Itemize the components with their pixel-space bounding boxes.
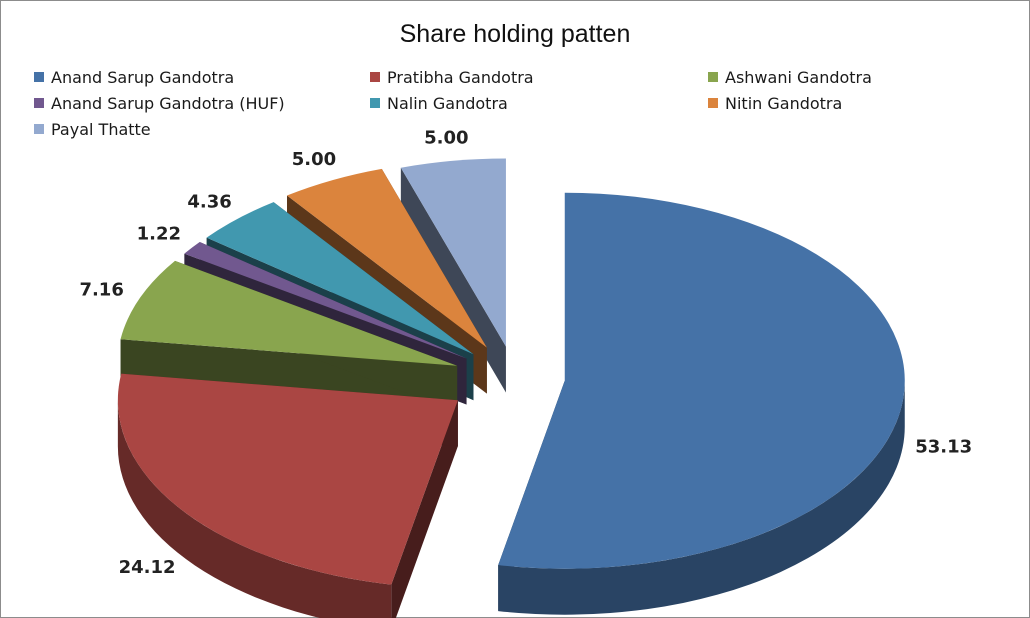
legend-label: Payal Thatte [51, 119, 151, 139]
legend-swatch [708, 72, 718, 82]
legend-swatch [34, 72, 44, 82]
legend-label: Nalin Gandotra [387, 93, 508, 113]
legend-swatch [370, 98, 380, 108]
legend-item-nitin-gandotra: Nitin Gandotra [708, 92, 938, 114]
pie-slice-nalin-gandotra [206, 202, 474, 355]
data-label: 5.00 [424, 128, 468, 149]
slice-wall [391, 400, 458, 618]
legend-item-anand-sarup-gandotra: Anand Sarup Gandotra [34, 66, 370, 88]
chart-title: Share holding patten [399, 20, 631, 48]
legend-item-pratibha-gandotra: Pratibha Gandotra [370, 66, 708, 88]
legend: Anand Sarup Gandotra Pratibha Gandotra A… [34, 66, 934, 140]
legend-swatch [708, 98, 718, 108]
legend-swatch [34, 124, 44, 134]
legend-item-anand-sarup-gandotra-huf: Anand Sarup Gandotra (HUF) [34, 92, 370, 114]
legend-item-ashwani-gandotra: Ashwani Gandotra [708, 66, 938, 88]
legend-label: Anand Sarup Gandotra [51, 67, 235, 87]
legend-item-nalin-gandotra: Nalin Gandotra [370, 92, 708, 114]
data-label: 53.13 [915, 436, 972, 457]
pie-slice-nitin-gandotra [286, 168, 487, 348]
legend-label: Ashwani Gandotra [725, 67, 872, 87]
legend-swatch [34, 98, 44, 108]
pie-slice-anand-sarup-gandotra-huf [184, 242, 467, 359]
legend-swatch [370, 72, 380, 82]
slice-outer-wall [117, 400, 392, 618]
pie-slice-anand-sarup-gandotra [498, 192, 905, 569]
slice-outer-wall [498, 380, 905, 615]
data-label: 24.12 [119, 557, 176, 578]
legend-label: Pratibha Gandotra [387, 67, 534, 87]
pie-slice-payal-thatte [400, 158, 506, 347]
data-label: 7.16 [79, 279, 123, 300]
data-label: 5.00 [292, 149, 336, 170]
legend-label: Nitin Gandotra [725, 93, 843, 113]
legend-item-payal-thatte: Payal Thatte [34, 118, 370, 140]
data-label: 1.22 [137, 223, 181, 244]
legend-label: Anand Sarup Gandotra (HUF) [51, 93, 285, 113]
pie-tops [117, 158, 905, 585]
pie-slice-ashwani-gandotra [120, 260, 458, 366]
pie-labels: 53.13 24.12 7.16 1.22 4.36 5.00 5.00 [79, 128, 972, 578]
pie-slice-pratibha-gandotra [117, 373, 458, 585]
data-label: 4.36 [187, 191, 231, 212]
